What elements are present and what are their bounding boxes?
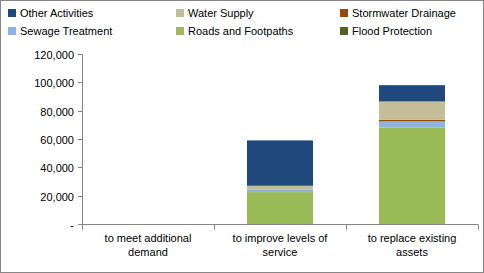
y-tick-label: 80,000 (40, 106, 74, 118)
chart: Other Activities Water Supply Stormwater D… (0, 0, 484, 273)
legend-swatch (340, 9, 348, 17)
bar-segment (115, 224, 181, 225)
y-tick (78, 196, 82, 197)
y-tick (78, 139, 82, 140)
legend-swatch (340, 27, 348, 35)
bar-segment (115, 224, 181, 225)
x-tick (346, 225, 347, 230)
x-tick-label: to improve levels ofservice (233, 232, 329, 258)
legend-label: Water Supply (188, 7, 254, 19)
legend-swatch (8, 27, 16, 35)
x-tick (214, 225, 215, 230)
y-tick-label: 100,000 (34, 77, 74, 89)
bar-segment (247, 186, 313, 190)
x-tick (478, 225, 479, 230)
x-tick-label: to replace existingassets (368, 232, 457, 258)
legend: Other Activities Water Supply Stormwater D… (8, 7, 456, 37)
y-tick-label: 120,000 (34, 49, 74, 61)
chart-border (1, 1, 484, 273)
bar-segment (247, 189, 313, 192)
bar-segment (247, 192, 313, 224)
y-tick (78, 224, 82, 225)
bars (247, 85, 445, 224)
bar-segment (379, 120, 445, 121)
legend-label: Roads and Footpaths (188, 25, 294, 37)
legend-label: Other Activities (20, 7, 94, 19)
axes: - 20,000 40,000 60,000 80,000 100,000 120,000 (34, 49, 478, 231)
legend-swatch (176, 27, 184, 35)
bar-segment (379, 101, 445, 119)
y-tick-label: 20,000 (40, 191, 74, 203)
bar-segment (115, 224, 181, 225)
bar-segment (115, 224, 181, 225)
y-tick-label: 40,000 (40, 162, 74, 174)
bar-segment (115, 224, 181, 225)
bar-segment (379, 85, 445, 101)
bar-segment (379, 121, 445, 127)
bar-segment (115, 224, 181, 225)
y-tick (78, 54, 82, 55)
x-tick (82, 225, 83, 230)
y-tick-label: 60,000 (40, 134, 74, 146)
bar-segment (247, 140, 313, 185)
legend-swatch (8, 9, 16, 17)
y-tick (78, 111, 82, 112)
legend-label: Stormwater Drainage (352, 7, 456, 19)
y-tick (78, 82, 82, 83)
y-tick (78, 167, 82, 168)
legend-swatch (176, 9, 184, 17)
x-axis (82, 224, 478, 225)
y-tick-label: - (70, 219, 74, 231)
y-axis (82, 54, 83, 224)
bar-segment (379, 128, 445, 224)
x-tick-label: to meet additionaldemand (105, 232, 192, 258)
legend-label: Sewage Treatment (20, 25, 112, 37)
legend-label: Flood Protection (352, 25, 432, 37)
